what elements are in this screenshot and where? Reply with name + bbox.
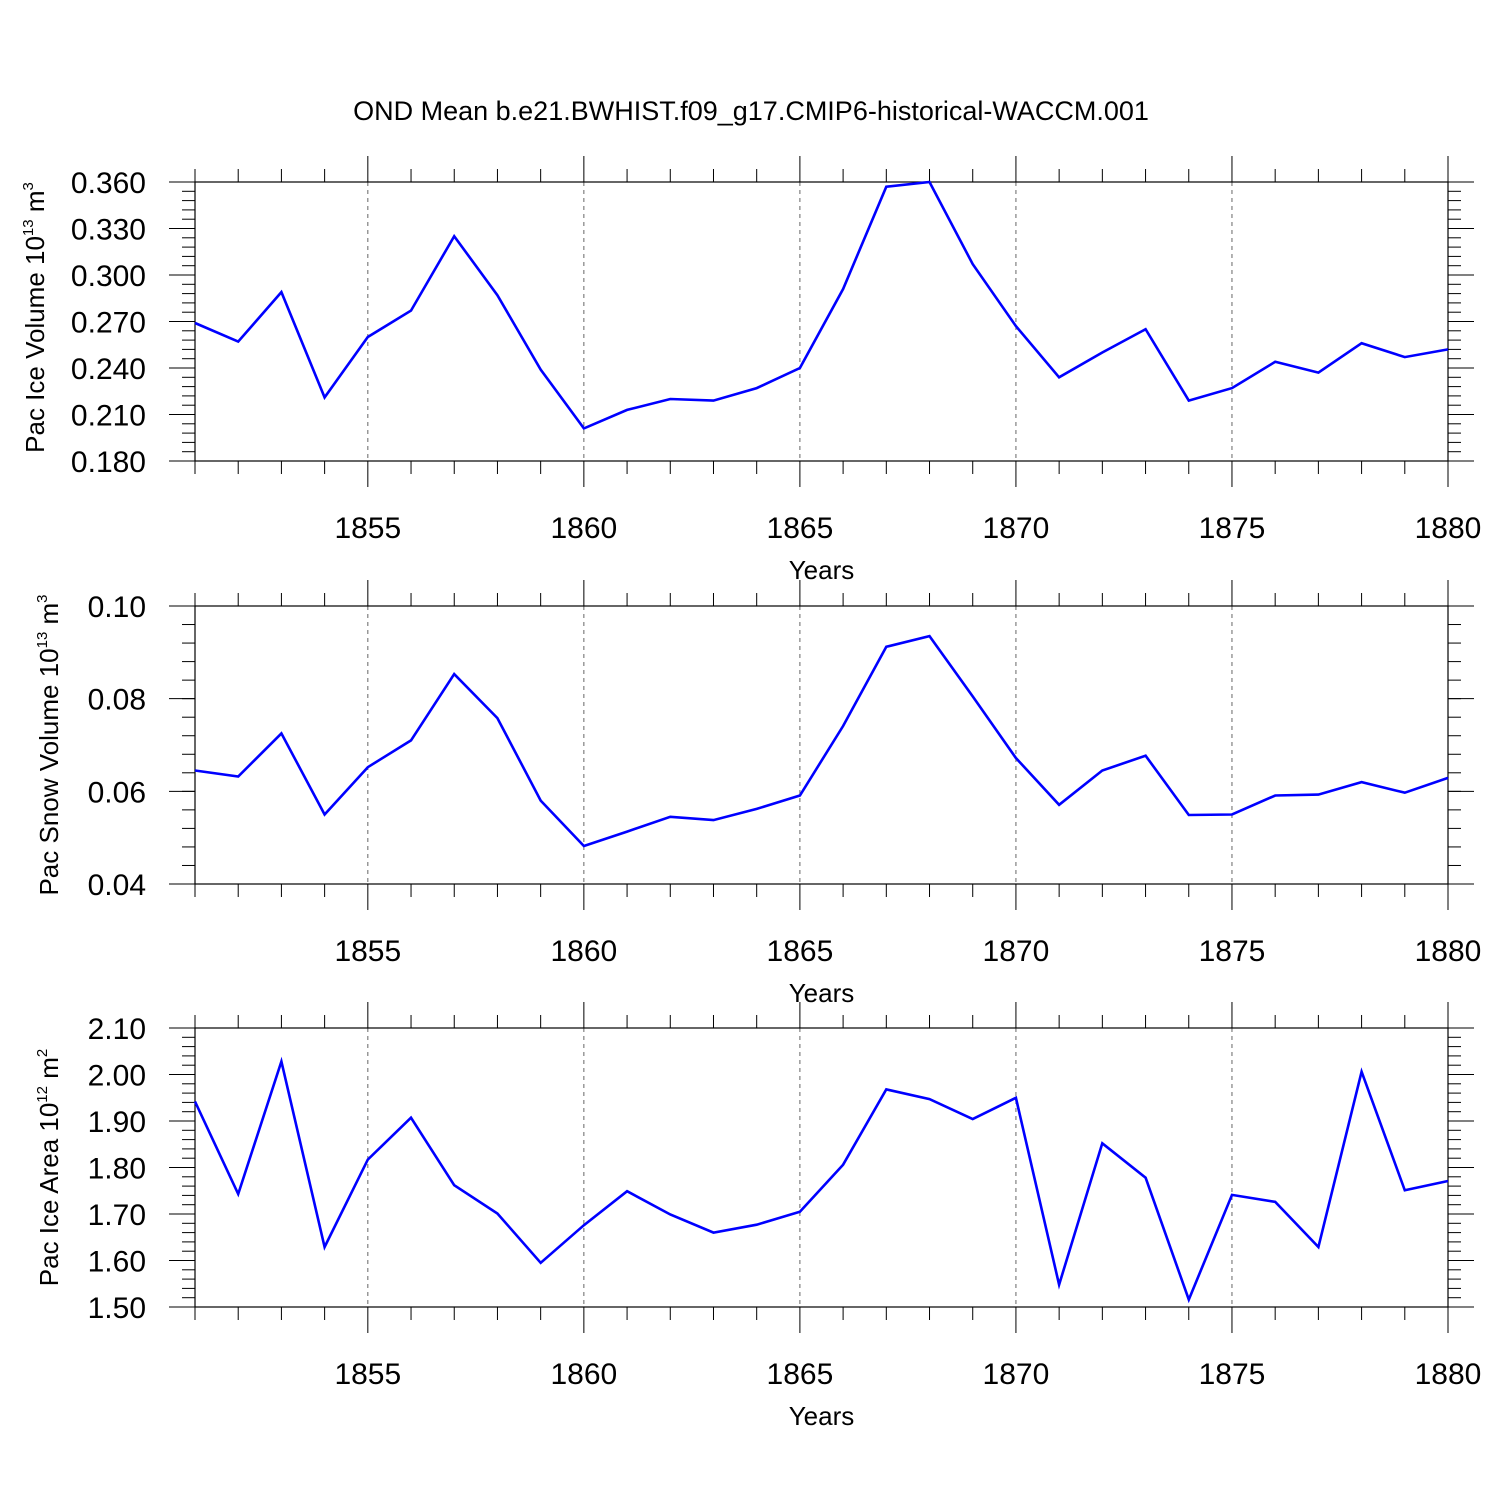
plot-frame (194, 605, 1449, 885)
x-tick-label: 1865 (767, 1358, 834, 1391)
y-tick-label: 0.330 (71, 214, 146, 247)
plot-frame (194, 181, 1449, 462)
x-axis-title: Years (789, 1401, 855, 1431)
x-axis-title: Years (789, 555, 855, 585)
y-tick-label: 1.90 (88, 1106, 146, 1139)
plot-frame (194, 1027, 1449, 1308)
y-tick-label: 1.60 (88, 1246, 146, 1279)
figure-title: OND Mean b.e21.BWHIST.f09_g17.CMIP6-hist… (353, 96, 1149, 126)
y-tick-label: 0.08 (88, 684, 146, 717)
y-axis-title: Pac Snow Volume 1013 m3 (34, 594, 64, 895)
y-tick-label: 0.300 (71, 260, 146, 293)
x-tick-label: 1855 (334, 1358, 401, 1391)
y-tick-label: 2.10 (88, 1013, 146, 1046)
series-line (193, 1056, 1449, 1304)
y-tick-label: 1.50 (88, 1292, 146, 1325)
y-tick-label: 0.06 (88, 776, 146, 809)
y-axis-title-part: 3 (20, 182, 37, 190)
y-axis-title: Pac Ice Volume 1013 m3 (20, 182, 50, 453)
y-axis-title-part: 3 (34, 594, 51, 602)
y-axis-title-part: 12 (34, 1086, 51, 1103)
y-tick-label: 0.180 (71, 446, 146, 479)
y-tick-label: 0.360 (71, 167, 146, 200)
series-line (194, 180, 1449, 431)
series-line (194, 634, 1449, 848)
y-axis-title-part: 13 (34, 632, 51, 649)
x-tick-label: 1860 (550, 1358, 617, 1391)
x-tick-label: 1855 (334, 935, 401, 968)
x-tick-label: 1870 (983, 1358, 1050, 1391)
y-axis-title: Pac Ice Area 1012 m2 (34, 1049, 64, 1286)
x-tick-label: 1860 (550, 935, 617, 968)
x-tick-label: 1860 (550, 512, 617, 545)
y-axis-title-part: m (34, 1057, 64, 1086)
x-tick-label: 1865 (767, 935, 834, 968)
x-axis-title: Years (789, 978, 855, 1008)
y-tick-label: 1.80 (88, 1153, 146, 1186)
x-tick-label: 1855 (334, 512, 401, 545)
panel-ice-volume: 1855 1860 1865 1870 1875 1880 Years 0.180 0.210 0… (20, 156, 1481, 585)
panel-snow-volume: 1855 1860 1865 1870 1875 1880 Years 0.04 0.06 0.0… (34, 580, 1481, 1008)
y-axis-title-part: Pac Ice Area 10 (34, 1103, 64, 1287)
y-tick-label: 0.270 (71, 307, 146, 340)
y-tick-label: 1.70 (88, 1199, 146, 1232)
x-tick-label: 1875 (1199, 512, 1266, 545)
y-axis-title-part: 2 (34, 1049, 51, 1057)
y-axis-title-part: m (20, 190, 50, 219)
y-tick-label: 2.00 (88, 1060, 146, 1093)
y-tick-label: 0.210 (71, 400, 146, 433)
y-axis-title-part: Pac Ice Volume 10 (20, 236, 50, 453)
x-tick-label: 1875 (1199, 1358, 1266, 1391)
x-tick-label: 1880 (1415, 1358, 1482, 1391)
x-tick-label: 1870 (983, 512, 1050, 545)
y-tick-label: 0.10 (88, 591, 146, 624)
y-axis-title-part: m (34, 603, 64, 632)
x-tick-label: 1880 (1415, 512, 1482, 545)
x-tick-label: 1865 (767, 512, 834, 545)
x-tick-label: 1880 (1415, 935, 1482, 968)
y-tick-label: 0.240 (71, 353, 146, 386)
panel-ice-area: 1855 1860 1865 1870 1875 1880 Years 1.50 1.60 1.7… (34, 1002, 1481, 1431)
y-axis-title-part: Pac Snow Volume 10 (34, 648, 64, 895)
y-tick-label: 0.04 (88, 869, 146, 902)
y-axis-title-part: 13 (20, 219, 37, 236)
x-tick-label: 1870 (983, 935, 1050, 968)
x-tick-label: 1875 (1199, 935, 1266, 968)
